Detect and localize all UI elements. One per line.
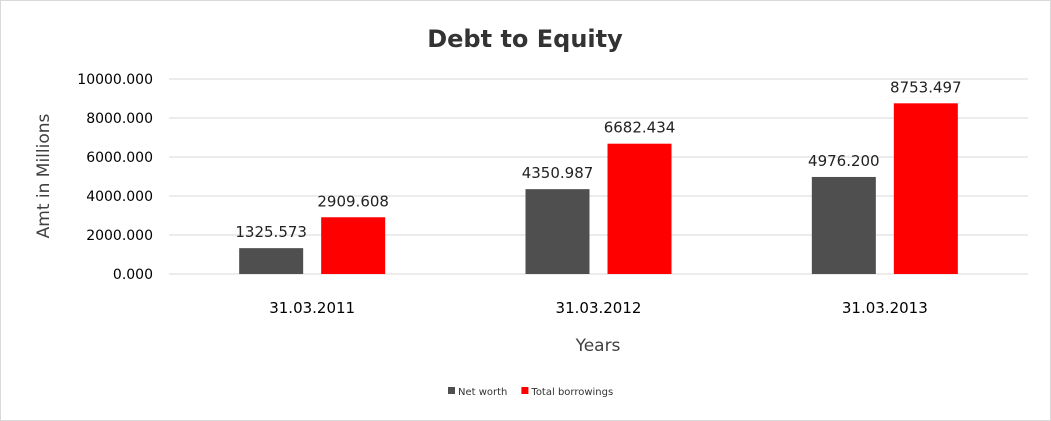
data-label: 6682.434: [604, 119, 676, 137]
data-label: 8753.497: [890, 78, 962, 96]
data-labels: 1325.573 2909.608 4350.987 6682.434 4976.200…: [235, 78, 961, 241]
legend-swatch: [521, 387, 529, 394]
legend-label: Net worth: [458, 387, 507, 398]
x-category-label: 31.03.2012: [556, 299, 642, 317]
x-category-label: 31.03.2011: [269, 299, 355, 317]
data-label: 1325.573: [235, 223, 307, 241]
x-axis-categories: 31.03.2011 31.03.2012 31.03.2013: [269, 299, 928, 317]
x-axis-title: Years: [575, 336, 621, 356]
legend-label: Total borrowings: [530, 387, 613, 398]
y-tick-label: 8000.000: [86, 111, 153, 127]
data-label: 2909.608: [317, 192, 389, 210]
bars: [239, 103, 958, 274]
y-tick-label: 0.000: [113, 267, 153, 283]
y-tick-label: 10000.000: [77, 72, 153, 88]
bar-net-worth: [525, 189, 590, 274]
bar-net-worth: [811, 176, 876, 274]
data-label: 4350.987: [522, 164, 594, 182]
bar-total-borrowings: [893, 103, 958, 274]
gridlines: [169, 78, 1028, 275]
legend: Net worth Total borrowings: [448, 387, 613, 398]
y-axis-ticks: 0.000 2000.000 4000.000 6000.000 8000.000 100…: [77, 72, 153, 283]
y-tick-label: 6000.000: [86, 150, 153, 166]
chart-title: Debt to Equity: [427, 25, 623, 53]
bar-total-borrowings: [321, 217, 386, 274]
y-axis-title: Amt in Millions: [34, 113, 54, 238]
bar-net-worth: [239, 248, 304, 274]
legend-swatch: [448, 387, 455, 394]
y-tick-label: 4000.000: [86, 189, 153, 205]
data-label: 4976.200: [808, 152, 880, 170]
x-category-label: 31.03.2013: [842, 299, 928, 317]
bar-total-borrowings: [607, 143, 672, 274]
y-tick-label: 2000.000: [86, 228, 153, 244]
